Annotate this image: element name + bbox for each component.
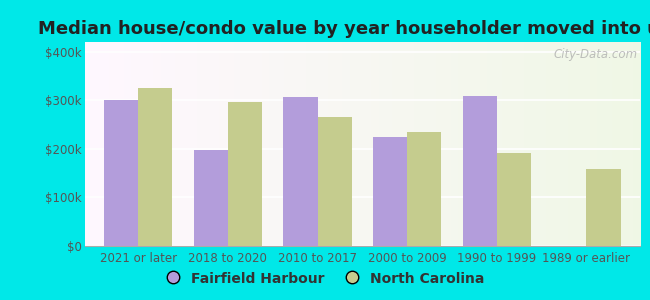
Bar xyxy=(194,150,228,246)
Bar xyxy=(373,137,407,246)
Bar xyxy=(283,97,318,246)
Bar xyxy=(318,117,352,246)
Text: City-Data.com: City-Data.com xyxy=(553,48,638,61)
Legend: Fairfield Harbour, North Carolina: Fairfield Harbour, North Carolina xyxy=(161,268,489,290)
Bar xyxy=(104,100,138,246)
Bar xyxy=(463,96,497,246)
Bar xyxy=(228,102,262,246)
Bar xyxy=(138,88,172,246)
Bar xyxy=(586,169,621,246)
Bar xyxy=(497,153,531,246)
Bar xyxy=(407,132,441,246)
Title: Median house/condo value by year householder moved into unit: Median house/condo value by year househo… xyxy=(38,20,650,38)
